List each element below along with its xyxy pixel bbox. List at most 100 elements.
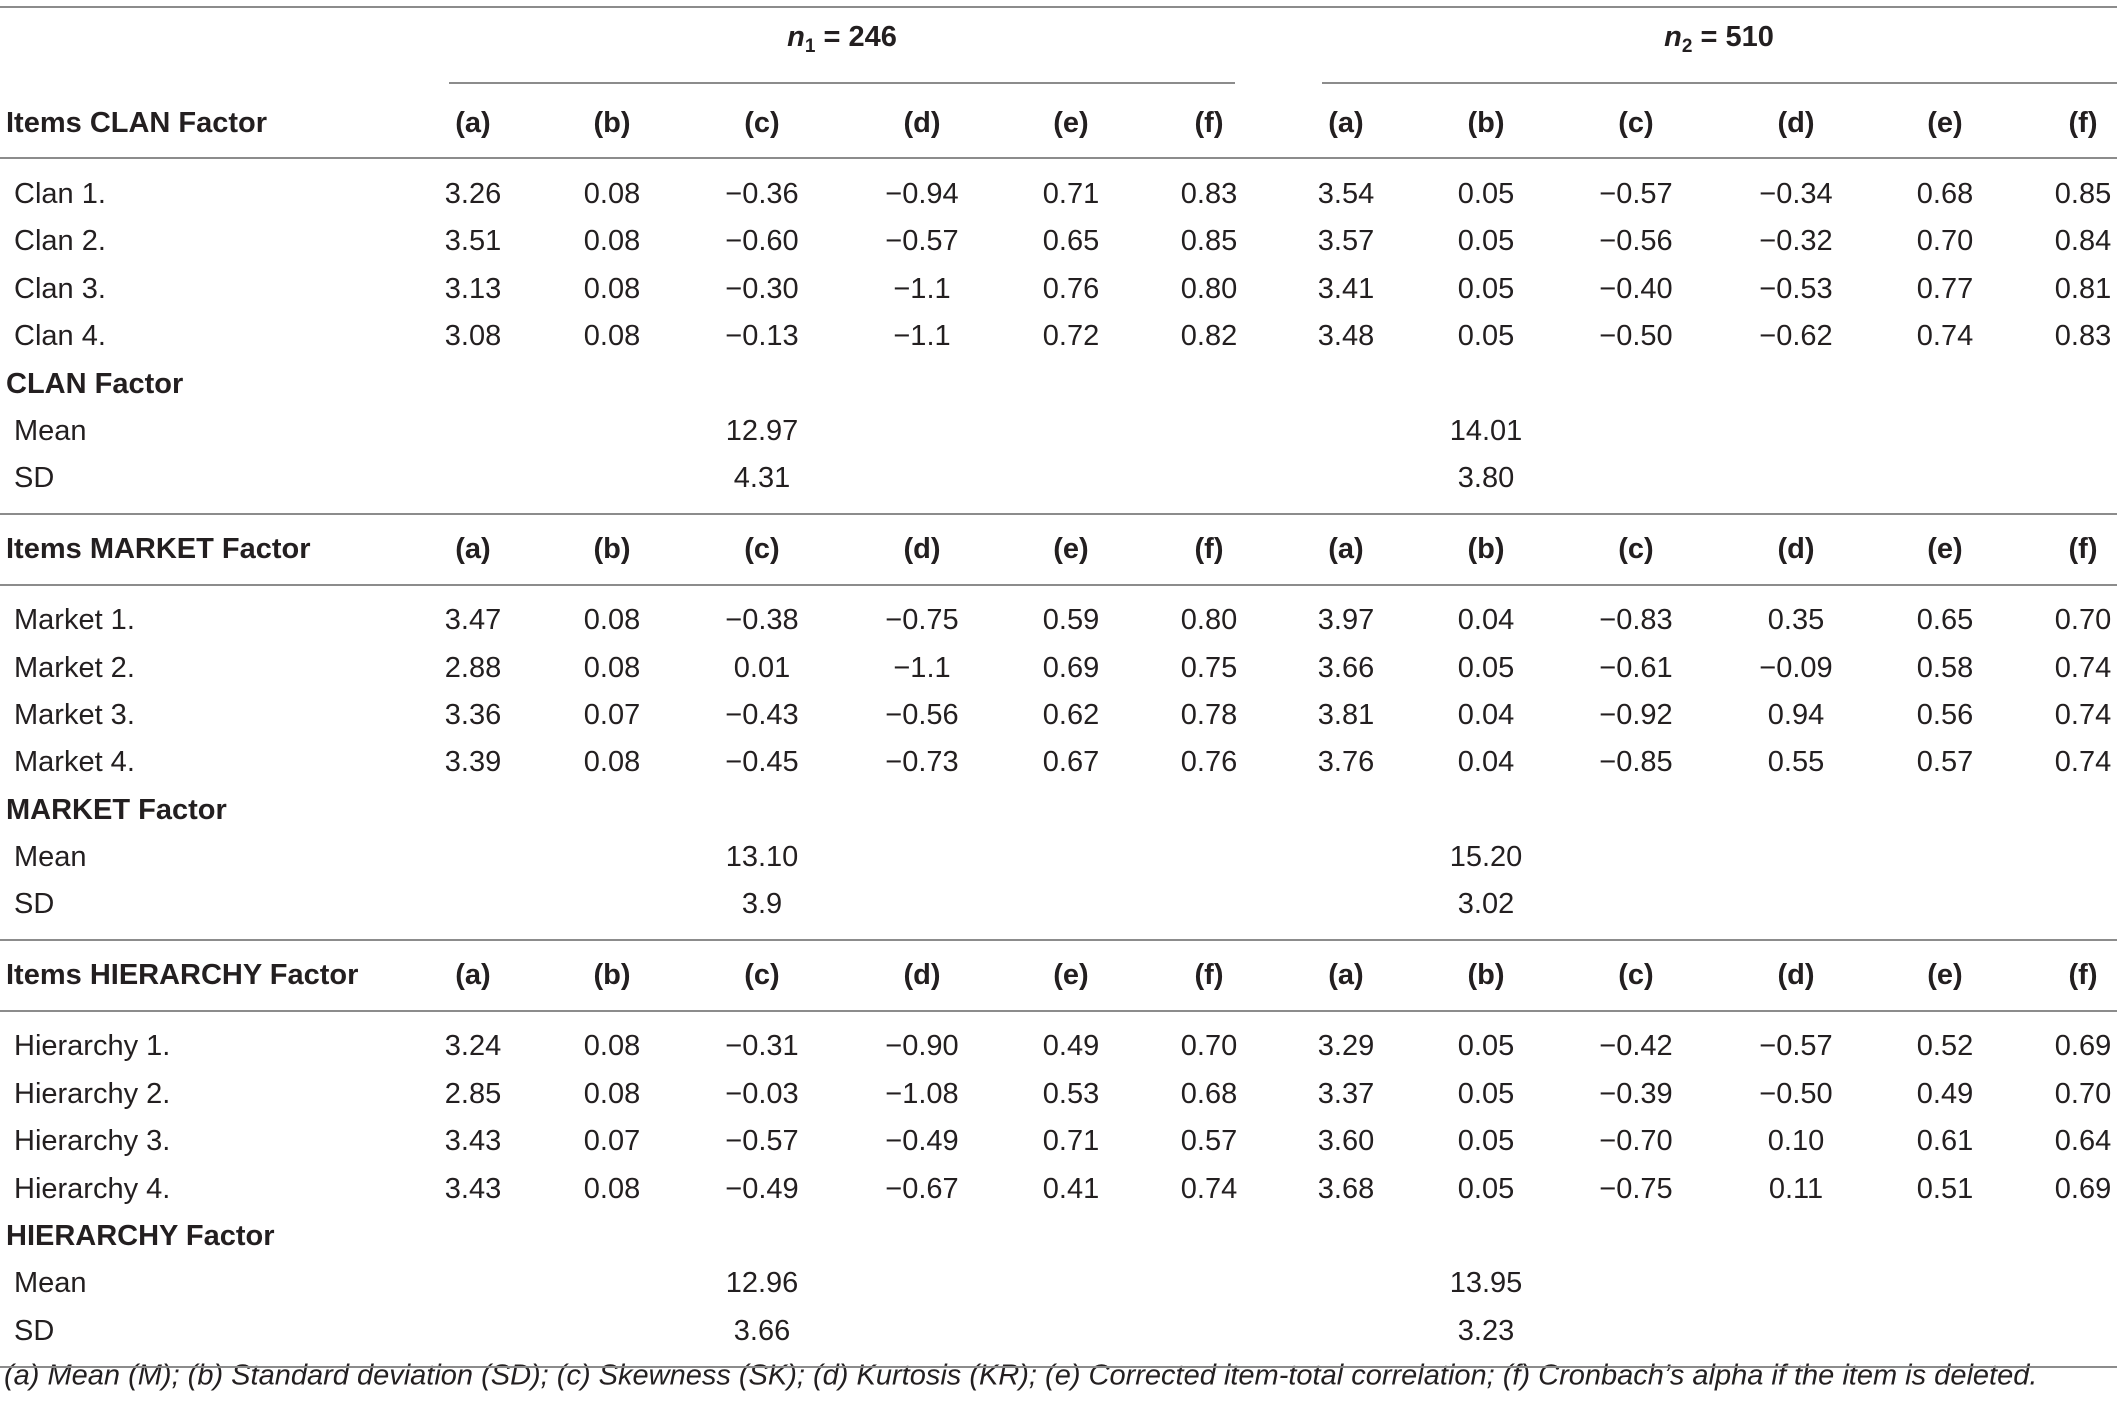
table-cell: −0.61 <box>1599 652 1673 684</box>
rule-line <box>0 939 2117 941</box>
table-cell: −0.30 <box>725 273 799 305</box>
column-header: (f) <box>2068 107 2098 139</box>
mean-label: Mean <box>14 415 87 447</box>
sd-value-n1: 3.66 <box>733 1315 791 1347</box>
table-cell: 3.39 <box>444 746 502 778</box>
table-cell: 3.57 <box>1317 225 1375 257</box>
table-cell: −1.1 <box>893 320 951 352</box>
table-cell: 0.08 <box>583 1173 641 1205</box>
mean-label: Mean <box>14 841 87 873</box>
item-label: Clan 4. <box>14 320 106 352</box>
table-cell: −0.40 <box>1599 273 1673 305</box>
table-cell: 0.57 <box>1916 746 1974 778</box>
column-header: (d) <box>1777 959 1815 991</box>
table-cell: −0.90 <box>885 1030 959 1062</box>
table-cell: 0.49 <box>1916 1078 1974 1110</box>
table-cell: 0.05 <box>1457 1125 1515 1157</box>
column-header: (f) <box>2068 533 2098 565</box>
table-cell: 0.70 <box>1916 225 1974 257</box>
mean-value-n1: 12.97 <box>725 415 799 447</box>
rule-line <box>0 513 2117 515</box>
table-cell: −0.75 <box>1599 1173 1673 1205</box>
sd-label: SD <box>14 462 55 494</box>
table-cell: 0.08 <box>583 178 641 210</box>
factor-title: CLAN Factor <box>6 368 184 400</box>
table-cell: 0.49 <box>1042 1030 1100 1062</box>
table-cell: −0.92 <box>1599 699 1673 731</box>
table-cell: 3.43 <box>444 1173 502 1205</box>
table-cell: 0.72 <box>1042 320 1100 352</box>
table-cell: 0.05 <box>1457 1078 1515 1110</box>
table-cell: 0.83 <box>2054 320 2112 352</box>
column-header: (d) <box>903 533 941 565</box>
sd-value-n2: 3.02 <box>1457 888 1515 920</box>
table-cell: 0.70 <box>1180 1030 1238 1062</box>
column-header: (f) <box>2068 959 2098 991</box>
table-cell: 0.71 <box>1042 1125 1100 1157</box>
table-cell: 3.43 <box>444 1125 502 1157</box>
table-cell: 0.74 <box>1180 1173 1238 1205</box>
table-cell: 3.54 <box>1317 178 1375 210</box>
table-cell: 0.85 <box>2054 178 2112 210</box>
table-cell: 0.69 <box>1042 652 1100 684</box>
table-cell: 0.08 <box>583 652 641 684</box>
item-label: Hierarchy 4. <box>14 1173 171 1205</box>
table-cell: 0.08 <box>583 604 641 636</box>
table-cell: 0.05 <box>1457 320 1515 352</box>
column-header: (d) <box>903 959 941 991</box>
column-header: (a) <box>1328 959 1364 991</box>
rule-line <box>0 1010 2117 1012</box>
factor-title: HIERARCHY Factor <box>6 1220 275 1252</box>
table-cell: 0.41 <box>1042 1173 1100 1205</box>
table-cell: 0.07 <box>583 699 641 731</box>
column-header: (f) <box>1194 107 1224 139</box>
table-cell: 2.85 <box>444 1078 502 1110</box>
table-cell: 0.70 <box>2054 604 2112 636</box>
table-cell: 0.05 <box>1457 225 1515 257</box>
column-header: (f) <box>1194 533 1224 565</box>
sd-value-n1: 4.31 <box>733 462 791 494</box>
table-cell: −0.62 <box>1759 320 1833 352</box>
table-cell: 0.80 <box>1180 273 1238 305</box>
column-header: (e) <box>1053 533 1089 565</box>
table-cell: −0.56 <box>885 699 959 731</box>
table-cell: −0.13 <box>725 320 799 352</box>
table-cell: 0.59 <box>1042 604 1100 636</box>
table-cell: 0.62 <box>1042 699 1100 731</box>
table-cell: 0.69 <box>2054 1030 2112 1062</box>
table-cell: 0.56 <box>1916 699 1974 731</box>
table-cell: −0.60 <box>725 225 799 257</box>
table-cell: −0.45 <box>725 746 799 778</box>
table-cell: 0.77 <box>1916 273 1974 305</box>
table-cell: 0.94 <box>1767 699 1825 731</box>
table-cell: 3.48 <box>1317 320 1375 352</box>
table-cell: 0.85 <box>1180 225 1238 257</box>
table-cell: −0.53 <box>1759 273 1833 305</box>
table-cell: 2.88 <box>444 652 502 684</box>
table-cell: −0.67 <box>885 1173 959 1205</box>
section-header: Items HIERARCHY Factor <box>6 959 359 991</box>
rule-line <box>0 157 2117 159</box>
table-cell: 0.08 <box>583 746 641 778</box>
table-cell: −0.57 <box>885 225 959 257</box>
table-cell: 0.68 <box>1180 1078 1238 1110</box>
item-label: Market 4. <box>14 746 135 778</box>
column-header: (d) <box>1777 533 1815 565</box>
table-cell: 0.74 <box>2054 652 2112 684</box>
table-cell: −0.85 <box>1599 746 1673 778</box>
table-cell: 0.83 <box>1180 178 1238 210</box>
table-cell: 0.75 <box>1180 652 1238 684</box>
sd-value-n2: 3.80 <box>1457 462 1515 494</box>
table-cell: 3.47 <box>444 604 502 636</box>
table-cell: 0.04 <box>1457 604 1515 636</box>
table-cell: 3.08 <box>444 320 502 352</box>
table-cell: 0.35 <box>1767 604 1825 636</box>
column-header: (b) <box>1467 959 1505 991</box>
table-cell: 0.70 <box>2054 1078 2112 1110</box>
table-cell: −0.36 <box>725 178 799 210</box>
column-header: (b) <box>593 533 631 565</box>
table-cell: 0.07 <box>583 1125 641 1157</box>
mean-value-n2: 13.95 <box>1449 1267 1523 1299</box>
column-header: (e) <box>1927 959 1963 991</box>
